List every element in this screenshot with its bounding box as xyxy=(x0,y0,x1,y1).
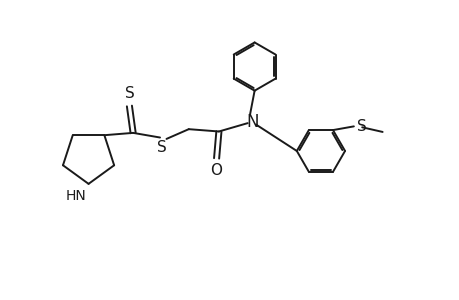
Text: O: O xyxy=(209,163,221,178)
Text: S: S xyxy=(356,119,365,134)
Text: N: N xyxy=(246,113,258,131)
Text: HN: HN xyxy=(65,189,86,203)
Text: S: S xyxy=(157,140,167,155)
Text: S: S xyxy=(124,86,134,101)
